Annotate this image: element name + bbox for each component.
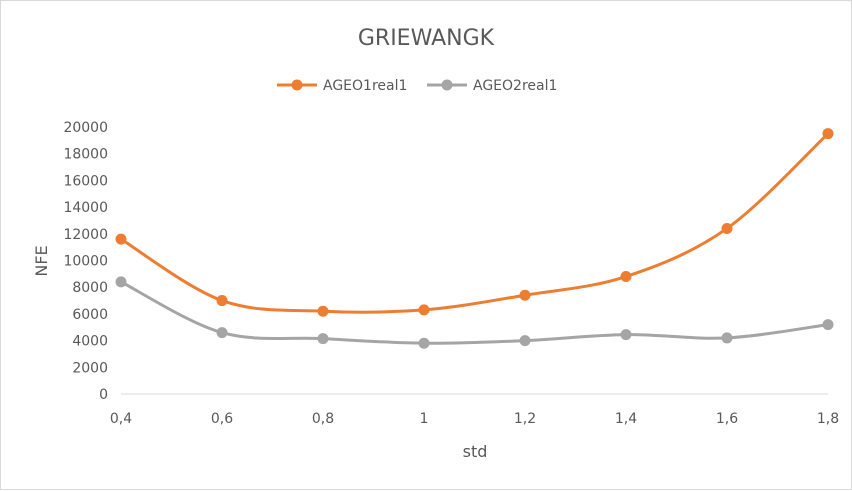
data-point [519,335,531,347]
data-point [822,319,834,331]
data-point [620,271,632,283]
series-line [120,132,830,314]
data-point [721,332,733,344]
y-axis: 0 2000 4000 6000 8000 10000 12000 14000 16000 180… [63,120,108,403]
data-point [620,329,632,341]
y-tick-label: 6000 [72,307,108,323]
legend-marker [291,79,303,91]
x-axis-title: std [463,442,488,461]
data-point [317,333,329,345]
data-point [418,337,430,349]
legend-item: AGEO2real1 [427,78,557,94]
x-tick-label: 1,2 [514,411,536,427]
legend-marker [441,79,453,91]
x-tick-label: 1,4 [615,411,637,427]
x-axis: 0,4 0,6 0,8 1 1,2 1,4 1,6 1,8 [110,393,839,427]
y-tick-label: 4000 [72,334,108,350]
legend-label: AGEO1real1 [323,78,407,94]
data-point [115,233,127,245]
chart-title: GRIEWANGK [358,26,495,51]
data-point [418,304,430,316]
data-point [216,327,228,339]
x-tick-label: 0,8 [312,411,334,427]
y-tick-label: 12000 [63,227,108,243]
y-tick-label: 8000 [72,280,108,296]
x-tick-label: 0,6 [211,411,233,427]
y-tick-label: 18000 [63,147,108,163]
y-tick-label: 2000 [72,360,108,376]
y-axis-title: NFE [32,245,51,276]
data-point [317,305,329,317]
x-tick-label: 1 [420,411,429,427]
y-tick-label: 0 [99,387,108,403]
x-tick-label: 1,6 [716,411,738,427]
legend: AGEO1real1 AGEO2real1 [277,78,557,94]
data-point [115,276,127,288]
x-tick-label: 1,8 [817,411,839,427]
data-point [519,289,531,301]
legend-item: AGEO1real1 [277,78,407,94]
y-tick-label: 20000 [63,120,108,136]
legend-label: AGEO2real1 [473,78,557,94]
series-layer [115,128,834,349]
y-tick-label: 14000 [63,200,108,216]
data-point [721,222,733,234]
y-tick-label: 10000 [63,254,108,270]
y-tick-label: 16000 [63,173,108,189]
x-tick-label: 0,4 [110,411,132,427]
series-AGEO1real1 [115,128,834,317]
series-line [120,280,829,345]
series-AGEO2real1 [115,276,834,349]
data-point [822,128,834,140]
data-point [216,295,228,307]
